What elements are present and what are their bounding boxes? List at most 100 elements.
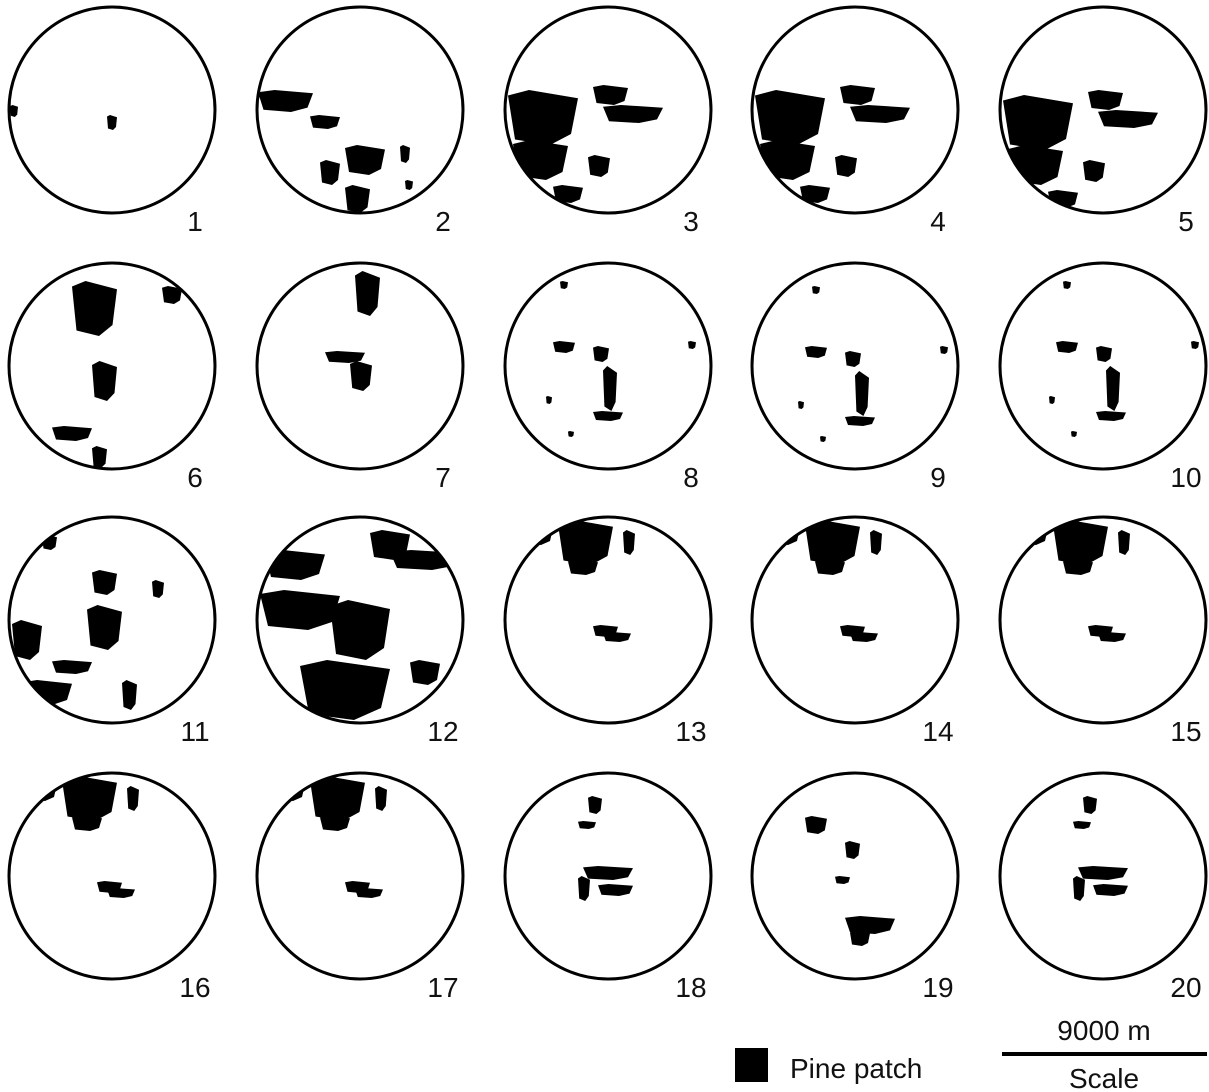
buffer-circle [752,773,958,979]
pine-patch [127,786,139,811]
panel-label: 2 [435,206,451,237]
pine-patch [375,786,387,811]
pine-patch [850,931,870,946]
panel-label: 9 [930,462,946,493]
patches [325,271,380,391]
map-panel: 12 [257,517,463,747]
panel-label: 16 [179,972,210,1003]
map-panel: 20 [1000,773,1206,1003]
pine-patch [553,341,575,353]
pine-patch [845,841,860,859]
buffer-circle [9,7,215,213]
pine-patch [320,160,340,185]
pine-patch [92,361,117,401]
pine-patch [835,155,857,177]
pine-patch [850,105,910,123]
pine-patch [588,155,610,177]
panel-label: 13 [675,716,706,747]
map-panel: 10 [1000,263,1206,493]
map-panel: 5 [1000,7,1206,237]
pine-patch [798,401,804,409]
patches [52,281,182,468]
pine-patch [815,560,845,575]
pine-patch [12,620,42,660]
panel-label: 5 [1178,206,1194,237]
pine-patch [593,411,623,421]
pine-patch [1191,341,1199,349]
pine-patch [598,884,633,896]
map-panel: 17 [257,773,463,1003]
pine-patch [1083,160,1105,182]
panel-label: 4 [930,206,946,237]
pine-patch [345,145,385,175]
legend-label: Pine patch [790,1053,922,1084]
pine-patch [10,105,18,117]
panel-label: 18 [675,972,706,1003]
scale-label: Scale [1069,1063,1139,1092]
map-panel: 15 [1000,517,1206,747]
pine-patch [805,816,827,834]
pine-patch [760,140,815,180]
pine-patch [812,286,820,294]
pine-patch [258,90,313,112]
pine-patch [1063,560,1093,575]
buffer-circle [505,263,711,469]
patches [770,520,882,642]
pine-patch [1071,431,1077,437]
pine-patch [355,271,380,316]
pine-patch [330,600,390,660]
pine-patch [1049,396,1055,404]
map-panel: 7 [257,263,463,493]
pine-patch [350,361,372,391]
pine-patch [87,605,122,650]
patches [798,286,948,442]
pine-patch [1096,411,1126,421]
pine-patch [107,115,117,130]
pine-patch [152,580,164,598]
patches [1049,281,1199,437]
pine-patch [1098,110,1158,128]
map-panel: 14 [752,517,958,747]
pine-patch [1118,530,1130,555]
map-panel: 13 [505,517,711,747]
pine-patch [578,821,596,829]
pine-patch [546,396,552,404]
patches [1073,796,1128,901]
map-panel: 2 [257,7,463,237]
patches [508,85,663,203]
scale-distance: 9000 m [1057,1015,1150,1046]
pine-patch [805,346,827,358]
pine-patch [52,426,92,441]
pine-patch [107,888,135,898]
panel-label: 7 [435,462,451,493]
pine-patch [568,560,598,575]
pine-patch [593,85,628,105]
patches [12,535,164,710]
pine-patch [405,180,413,190]
pine-patch [855,371,869,416]
pine-patch [840,85,875,105]
panel-label: 12 [427,716,458,747]
pine-patch [260,590,340,630]
panel-label: 11 [180,716,209,747]
pine-patch [1093,884,1128,896]
pine-patch [850,632,878,642]
patches [546,281,696,437]
pine-patch [583,866,633,880]
pine-patch [603,105,663,123]
patches [578,796,633,901]
pine-patch [578,876,590,901]
pine-patch [320,816,350,831]
pine-patch [1073,821,1091,829]
map-panel: 8 [505,263,711,493]
pine-patch [345,185,370,213]
panel-label: 20 [1170,972,1201,1003]
pine-patch [72,281,117,336]
pine-patch [508,90,578,145]
pine-patch [845,351,861,367]
pine-patch [755,90,825,145]
pine-patch [870,530,882,555]
pine-patch [1063,281,1071,289]
pine-patch [72,816,102,831]
panel-label: 3 [683,206,699,237]
